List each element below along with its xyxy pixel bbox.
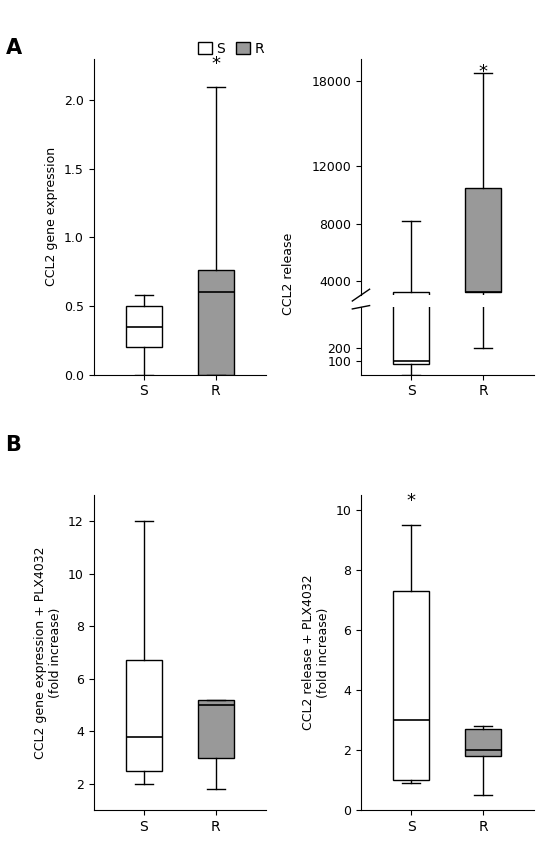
Y-axis label: CCL2 release: CCL2 release — [282, 232, 295, 315]
Text: *: * — [478, 63, 488, 81]
PathPatch shape — [393, 292, 429, 337]
Y-axis label: CCL2 gene expression: CCL2 gene expression — [45, 148, 58, 286]
PathPatch shape — [126, 306, 162, 347]
Text: B: B — [6, 435, 21, 455]
PathPatch shape — [393, 591, 429, 780]
PathPatch shape — [198, 270, 234, 375]
PathPatch shape — [393, 0, 429, 364]
PathPatch shape — [126, 660, 162, 771]
PathPatch shape — [465, 729, 501, 756]
Text: A: A — [6, 38, 21, 58]
PathPatch shape — [198, 700, 234, 758]
Y-axis label: CCL2 release + PLX4032
(fold increase): CCL2 release + PLX4032 (fold increase) — [302, 575, 330, 730]
PathPatch shape — [465, 188, 501, 292]
Text: *: * — [407, 492, 416, 510]
Legend: S, R: S, R — [192, 36, 270, 62]
Y-axis label: CCL2 gene expression + PLX4032
(fold increase): CCL2 gene expression + PLX4032 (fold inc… — [34, 546, 62, 759]
Text: *: * — [211, 55, 220, 73]
